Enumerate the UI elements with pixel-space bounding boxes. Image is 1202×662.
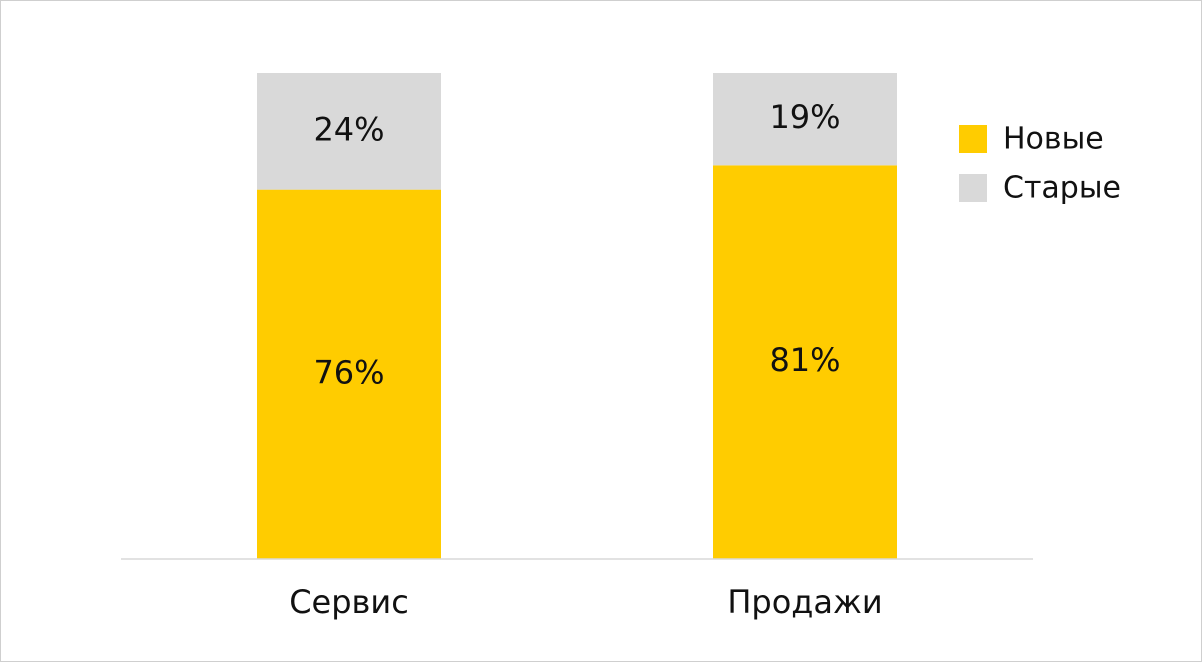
legend-label-new: Новые (1003, 122, 1104, 157)
legend-swatch-old (959, 174, 987, 202)
legend: Новые Старые (959, 122, 1121, 206)
legend-label-old: Старые (1003, 171, 1121, 206)
bar-segment-old-1 (257, 73, 441, 190)
bar-segment-old-2 (713, 73, 897, 166)
data-label-new-2: 81% (769, 341, 840, 379)
data-label-old-2: 19% (769, 98, 840, 136)
data-label-new-1: 76% (313, 353, 384, 391)
legend-swatch-new (959, 125, 987, 153)
category-label-2: Продажи (727, 583, 882, 621)
data-label-old-1: 24% (313, 110, 384, 148)
bar-segment-new-2 (713, 165, 897, 559)
category-label-1: Сервис (289, 583, 409, 621)
bar-segment-new-1 (257, 189, 441, 559)
category-labels: Сервис Продажи (289, 583, 882, 621)
bars-layer: 76% 24% 81% 19% (257, 73, 897, 559)
